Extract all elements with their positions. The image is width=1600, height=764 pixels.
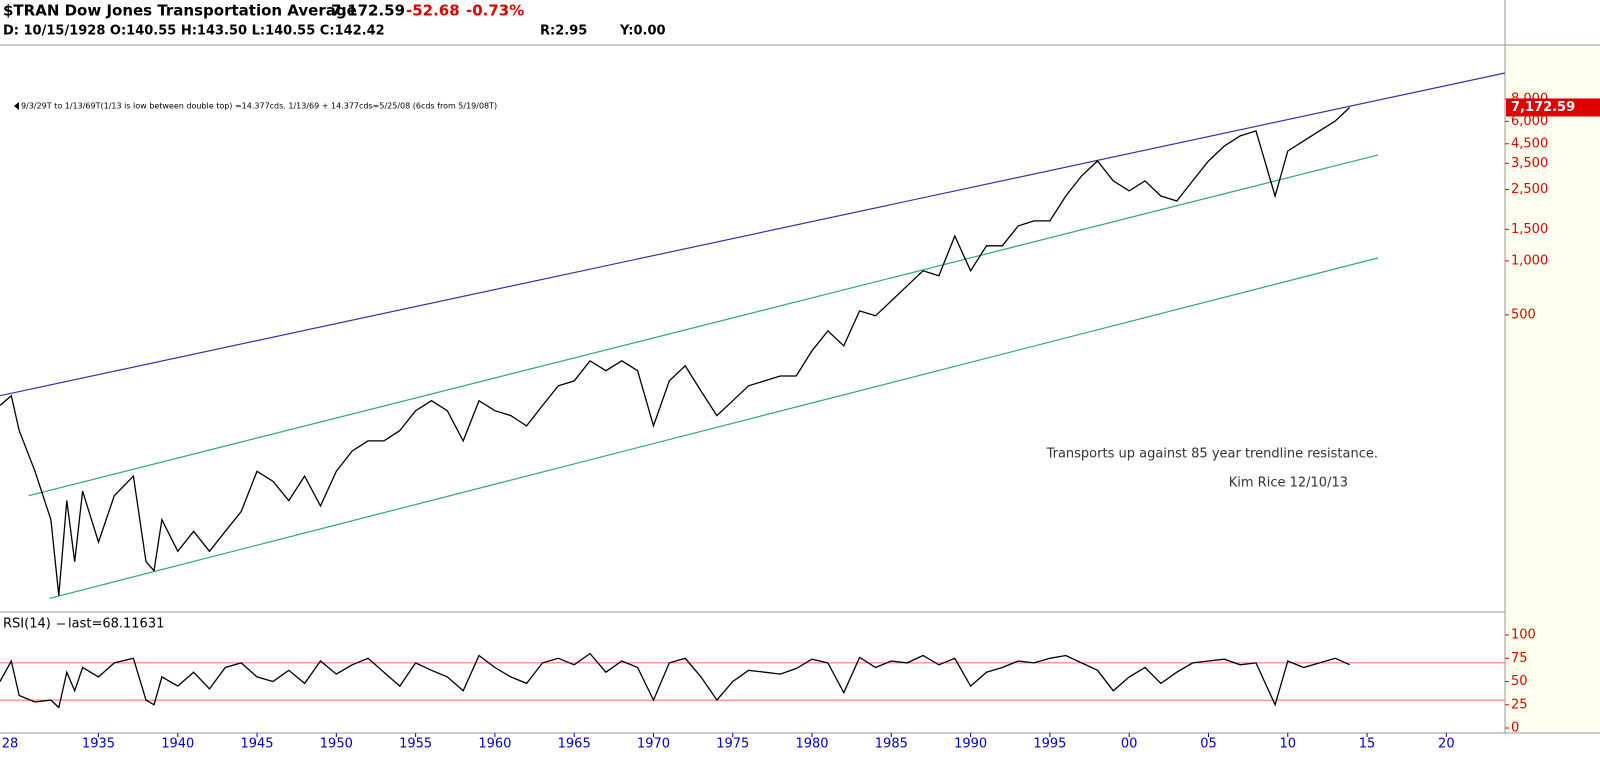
x-tick-label: 1965 [558,737,591,752]
x-tick-label: 1985 [875,737,908,752]
x-tick-label: 00 [1121,737,1138,752]
x-tick-label: 1935 [82,737,115,752]
y-tick-label: 50 [1511,674,1528,689]
y-tick-label: 1,500 [1511,222,1548,237]
y-tick-label: 75 [1511,651,1528,666]
r-info: R:2.95 [540,24,587,39]
annotation: Kim Rice 12/10/13 [1229,476,1348,491]
series-line [0,652,1350,709]
x-tick-label: 1955 [399,737,432,752]
indicator-title: RSI(14) [3,617,51,632]
trendline [28,154,1379,497]
x-tick-label: 1975 [716,737,749,752]
x-tick-label: 15 [1359,737,1376,752]
y-tick-label: 6,000 [1511,114,1548,129]
y-tick-label: 500 [1511,307,1536,322]
series-line [0,107,1351,596]
x-tick-label: 10 [1279,737,1296,752]
x-tick-label: 1970 [637,737,670,752]
x-tick-label: 1990 [954,737,987,752]
x-tick-label: 20 [1438,737,1455,752]
trendline [49,257,1379,599]
y-tick-label: 0 [1511,721,1519,736]
y-tick-label: 1,000 [1511,253,1548,268]
y-tick-label: 2,500 [1511,182,1548,197]
x-tick-label: 1945 [240,737,273,752]
x-tick-label: 28 [2,737,19,752]
last-value-label: 7,172.59 [1511,100,1575,115]
price: 7,172.59 [331,2,405,20]
symbol-title: $TRAN Dow Jones Transportation Average [3,2,357,20]
annotation-arrow [14,102,19,110]
x-tick-label: 1980 [795,737,828,752]
x-tick-label: 1940 [161,737,194,752]
last-value-tag [1506,98,1600,117]
y-tick-label: 25 [1511,697,1528,712]
indicator-last: last=68.11631 [68,617,164,632]
annotation-note: 9/3/29T to 1/13/69T(1/13 is low between … [21,102,497,111]
x-tick-label: 1995 [1033,737,1066,752]
x-tick-label: 1950 [320,737,353,752]
y-tick-label: 4,500 [1511,136,1548,151]
y-tick-label: 3,500 [1511,156,1548,171]
x-tick-label: 05 [1200,737,1217,752]
plot-layer: 5001,0001,5002,5003,5004,5006,0008,0007,… [0,72,1600,752]
y-info: Y:0.00 [619,24,666,39]
y-axis-strip [1505,45,1600,733]
annotation: Transports up against 85 year trendline … [1046,447,1378,462]
change-percent: -0.73% [466,2,524,20]
y-tick-label: 100 [1511,628,1536,643]
trendline [0,72,1506,397]
change: -52.68 [406,2,460,20]
bar-info: D: 10/15/1928 O:140.55 H:143.50 L:140.55… [3,24,385,39]
x-tick-label: 1960 [478,737,511,752]
